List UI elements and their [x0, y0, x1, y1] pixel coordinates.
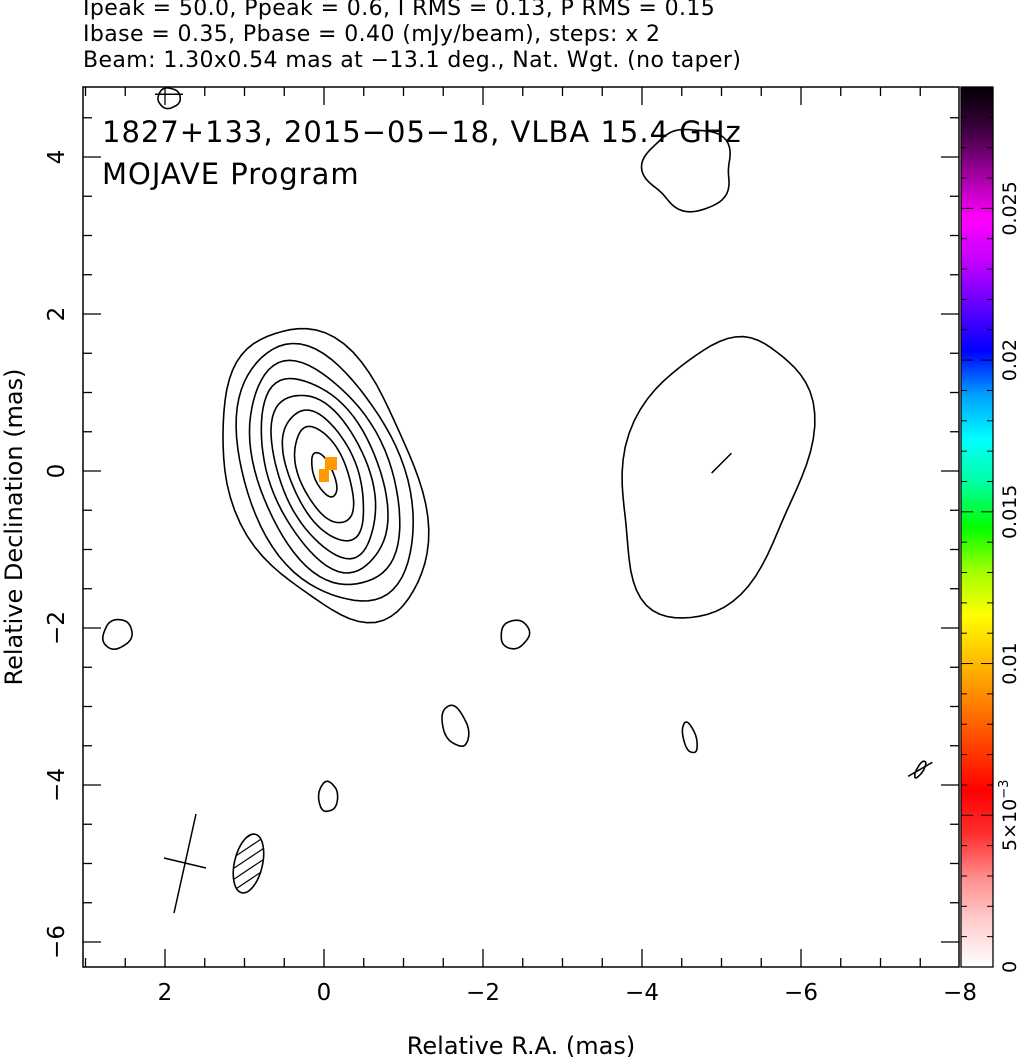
x-tick-label: 2 [158, 980, 173, 1006]
beam-hatch-line [228, 831, 269, 835]
y-axis-ticks: −6 −4 −2 0 2 4 [44, 117, 959, 959]
y-tick-label: −6 [44, 925, 70, 959]
polarization-vector [711, 452, 732, 474]
colorbar-label: 0.01 [999, 642, 1021, 684]
x-tick-label: −4 [625, 980, 659, 1006]
y-axis-label: Relative Declination (mas) [0, 368, 28, 685]
beam-hatch-line [228, 849, 269, 890]
header-line-2: Ibase = 0.35, Pbase = 0.40 (mJy/beam), s… [83, 22, 661, 47]
contour-layer [102, 87, 927, 813]
noise-contour [157, 87, 181, 110]
beam-hatch [218, 784, 278, 896]
y-tick-label: 4 [44, 150, 70, 165]
beam-cross-minor [163, 857, 207, 869]
colorbar-exponent: −3 [997, 780, 1012, 799]
core-contour [222, 327, 430, 624]
colorbar-bar [960, 86, 994, 968]
jet-contour [621, 335, 816, 619]
y-tick-label: 2 [44, 307, 70, 322]
header-line-3: Beam: 1.30x0.54 mas at −13.1 deg., Nat. … [83, 48, 742, 73]
y-tick-label: −2 [44, 611, 70, 645]
colorbar-label: 0.015 [999, 485, 1021, 539]
colorbar-label: 0.02 [999, 339, 1021, 381]
core-contour [311, 451, 338, 498]
y-tick-label: −4 [44, 768, 70, 802]
core-contour [270, 394, 377, 560]
x-axis-label: Relative R.A. (mas) [407, 1032, 635, 1060]
beam-ellipse [232, 833, 265, 894]
noise-contour [441, 704, 470, 747]
beam-hatch-line [228, 831, 269, 846]
core-contour [260, 377, 389, 574]
noise-contour [500, 619, 531, 650]
x-tick-label: −2 [466, 980, 500, 1006]
noise-contour [914, 760, 927, 779]
program-label: MOJAVE Program [102, 157, 360, 191]
polarization-vector [907, 761, 933, 777]
source-label: 1827+133, 2015−05−18, VLBA 15.4 GHz [102, 115, 742, 149]
core-contour [293, 425, 355, 524]
beam-hatch-line [218, 784, 278, 824]
beam-hatch-line [228, 860, 269, 896]
colorbar-label: 0.025 [999, 181, 1021, 235]
colorbar-label: 5×10−3 [997, 780, 1021, 851]
edge-contour [640, 128, 731, 213]
beam-hatch-line [228, 882, 269, 896]
x-axis-ticks: 2 0 −2 −4 −6 −8 [84, 87, 977, 1006]
x-tick-label: 0 [317, 980, 332, 1006]
colorbar: 0 5×10−3 0.01 0.015 0.02 0.025 [960, 86, 1021, 973]
x-tick-label: −6 [784, 980, 818, 1006]
polarization-pixel [324, 457, 337, 470]
x-tick-label: −8 [943, 980, 977, 1006]
beam-hatch-line [228, 838, 269, 879]
colorbar-label: 0 [999, 961, 1021, 973]
core-contour [235, 342, 415, 602]
noise-contour [681, 721, 698, 754]
noise-contour [317, 780, 339, 813]
core-contour [248, 359, 401, 586]
y-tick-label: 0 [44, 464, 70, 479]
beam-hatch-line [228, 831, 269, 868]
header-line-1: Ipeak = 50.0, Ppeak = 0.6, I RMS = 0.13,… [83, 0, 716, 21]
core-contour [281, 409, 365, 542]
noise-contour [102, 618, 133, 650]
beam-hatch-line [228, 893, 269, 896]
polarization-pixel [318, 469, 329, 482]
plot-frame [82, 86, 960, 968]
